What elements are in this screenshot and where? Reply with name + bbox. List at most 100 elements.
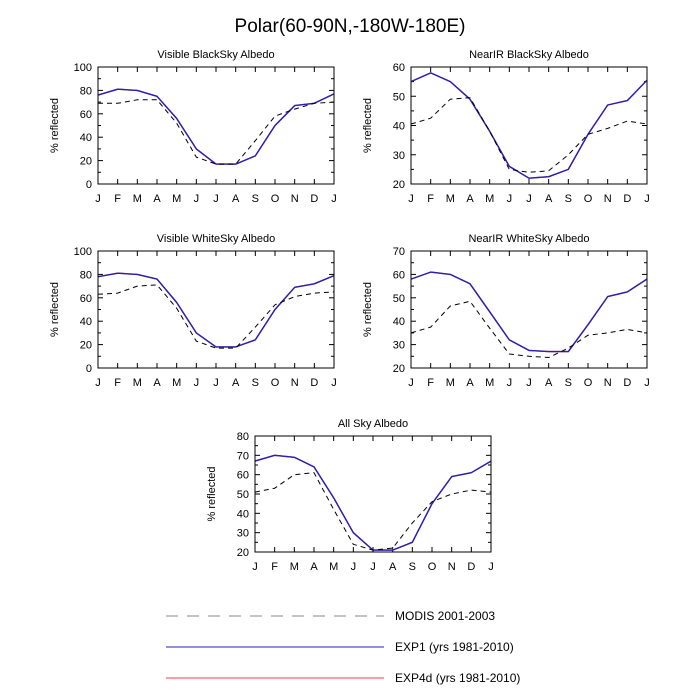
legend: MODIS 2001-2003 EXP1 (yrs 1981-2010) EXP4d…	[166, 609, 520, 685]
x-tick-label: D	[310, 193, 318, 205]
chart-panel-5: All Sky Albedo % reflected 20 30 40 50 60 70 80 J…	[206, 418, 494, 573]
x-tick-label: A	[545, 193, 553, 205]
y-tick-label: 60	[393, 62, 405, 74]
y-tick-label: 100	[74, 246, 92, 258]
x-tick-label: J	[252, 561, 258, 573]
x-tick-label: S	[409, 561, 416, 573]
panel-title: NearIR BlackSky Albedo	[469, 49, 589, 61]
series-line-modis	[410, 97, 648, 173]
x-tick-label: A	[310, 561, 318, 573]
y-tick-label: 60	[80, 293, 92, 305]
x-tick-label: F	[114, 193, 121, 205]
y-tick-label: 40	[237, 508, 249, 520]
x-tick-label: M	[329, 561, 338, 573]
x-tick-label: D	[310, 377, 318, 389]
y-tick-label: 40	[393, 316, 405, 328]
x-tick-label: N	[448, 561, 456, 573]
x-tick-label: A	[153, 193, 161, 205]
x-tick-label: F	[271, 561, 278, 573]
y-tick-label: 80	[237, 431, 249, 443]
series-line-exp1	[97, 272, 335, 348]
y-tick-label: 30	[237, 528, 249, 540]
x-tick-label: S	[565, 193, 572, 205]
plot-frame	[97, 250, 335, 369]
x-tick-label: J	[213, 377, 219, 389]
x-tick-label: M	[446, 193, 455, 205]
x-tick-label: A	[389, 561, 397, 573]
y-axis-label: % reflected	[362, 282, 374, 337]
x-tick-label: S	[565, 377, 572, 389]
x-tick-label: J	[95, 377, 101, 389]
y-tick-label: 100	[74, 62, 92, 74]
x-tick-label: A	[153, 377, 161, 389]
x-tick-label: M	[172, 377, 181, 389]
series-line-exp4d	[97, 88, 335, 165]
y-tick-label: 30	[393, 340, 405, 352]
x-tick-label: A	[466, 377, 474, 389]
y-tick-label: 40	[80, 316, 92, 328]
y-tick-label: 0	[86, 363, 92, 375]
series-line-exp1	[410, 72, 648, 179]
x-tick-label: N	[604, 377, 612, 389]
x-tick-label: J	[408, 377, 414, 389]
chart-panel-3: Visible WhiteSky Albedo % reflected 0 20 40 6…	[49, 233, 337, 389]
series-line-modis	[410, 300, 648, 358]
series-line-modis	[97, 284, 335, 349]
x-tick-label: N	[291, 377, 299, 389]
x-tick-label: M	[172, 193, 181, 205]
x-tick-label: J	[408, 193, 414, 205]
x-tick-label: M	[290, 561, 299, 573]
x-tick-label: S	[252, 193, 259, 205]
y-tick-label: 60	[393, 269, 405, 281]
x-tick-label: O	[428, 561, 437, 573]
x-tick-label: J	[488, 561, 494, 573]
x-tick-label: A	[545, 377, 553, 389]
y-tick-label: 50	[237, 489, 249, 501]
y-tick-label: 70	[237, 450, 249, 462]
panel-title: Visible WhiteSky Albedo	[157, 233, 275, 245]
y-axis-label: % reflected	[49, 98, 61, 153]
x-tick-label: O	[271, 377, 280, 389]
y-tick-label: 80	[80, 269, 92, 281]
x-tick-label: J	[331, 377, 337, 389]
y-tick-label: 20	[393, 363, 405, 375]
series-line-exp4d	[97, 272, 335, 348]
panel-title: NearIR WhiteSky Albedo	[468, 233, 589, 245]
figure-title: Polar(60-90N,-180W-180E)	[235, 16, 466, 37]
x-tick-label: D	[623, 193, 631, 205]
series-line-exp1	[254, 454, 492, 551]
series-line-exp4d	[254, 454, 492, 551]
x-tick-label: J	[95, 193, 101, 205]
x-tick-label: O	[271, 193, 280, 205]
x-tick-label: J	[194, 377, 200, 389]
x-tick-label: J	[526, 193, 532, 205]
y-tick-label: 20	[237, 547, 249, 559]
legend-label-exp4d: EXP4d (yrs 1981-2010)	[395, 671, 520, 685]
y-tick-label: 80	[80, 85, 92, 97]
y-tick-label: 50	[393, 293, 405, 305]
plot-frame	[97, 66, 335, 185]
y-axis-label: % reflected	[206, 466, 218, 521]
x-tick-label: J	[331, 193, 337, 205]
y-tick-label: 20	[80, 156, 92, 168]
y-tick-label: 30	[393, 150, 405, 162]
series-line-exp4d	[410, 72, 648, 179]
x-tick-label: J	[194, 193, 200, 205]
legend-label-modis: MODIS 2001-2003	[395, 609, 495, 623]
y-axis-label: % reflected	[362, 98, 374, 153]
x-tick-label: N	[604, 193, 612, 205]
x-tick-label: O	[584, 377, 593, 389]
y-tick-label: 20	[393, 179, 405, 191]
x-tick-label: M	[485, 193, 494, 205]
chart-panels: Visible BlackSky Albedo % reflected 0 20 40 6…	[49, 49, 650, 573]
y-tick-label: 60	[237, 470, 249, 482]
x-tick-label: J	[213, 193, 219, 205]
x-tick-label: F	[114, 377, 121, 389]
x-tick-label: J	[526, 377, 532, 389]
x-tick-label: J	[370, 561, 376, 573]
series-line-modis	[254, 472, 492, 551]
x-tick-label: J	[644, 193, 650, 205]
y-tick-label: 0	[86, 179, 92, 191]
x-tick-label: M	[133, 193, 142, 205]
plot-frame	[254, 435, 492, 553]
